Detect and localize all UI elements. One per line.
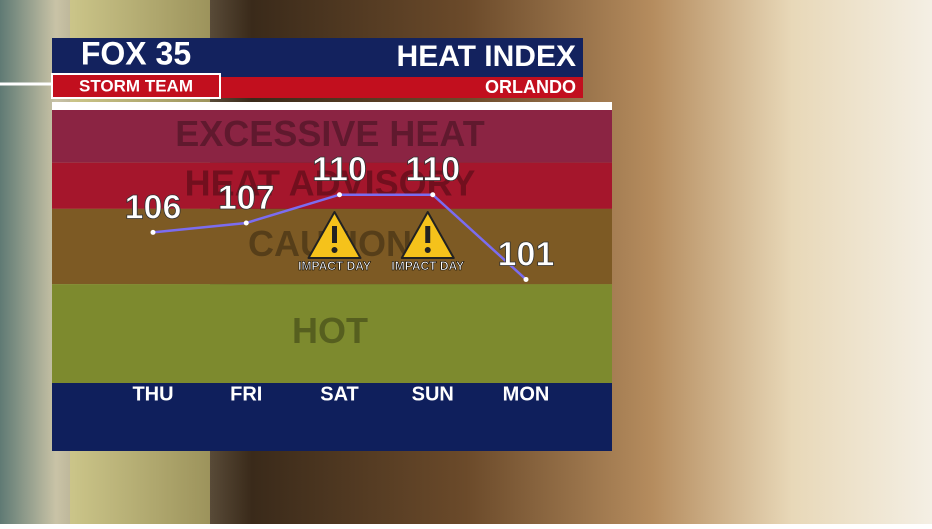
x-tick-label: THU — [132, 383, 173, 405]
divider — [52, 102, 612, 110]
band — [52, 162, 612, 209]
footer-panel — [52, 383, 612, 451]
band-label: EXCESSIVE HEAT — [175, 113, 484, 154]
point — [150, 229, 156, 235]
x-tick-label: MON — [503, 383, 550, 405]
annotation: IMPACT DAY — [391, 259, 464, 273]
point — [243, 220, 249, 226]
x-tick-label: SAT — [320, 383, 359, 405]
value-label: 107 — [218, 179, 275, 217]
warning-bang — [425, 226, 431, 243]
warning-dot — [331, 247, 338, 253]
logo: FOX 35 — [81, 35, 191, 71]
annotation: IMPACT DAY — [298, 259, 371, 273]
header-bar — [52, 38, 583, 78]
warning-bang — [332, 226, 337, 243]
location: ORLANDO — [485, 77, 576, 97]
title: HEAT INDEX — [397, 40, 576, 73]
x-tick-label: SUN — [412, 383, 454, 405]
point — [430, 192, 436, 198]
value-label: 110 — [312, 151, 367, 189]
band — [52, 284, 612, 383]
value-label: 106 — [125, 188, 182, 226]
band-label: HOT — [292, 310, 368, 351]
team: STORM TEAM — [79, 76, 193, 95]
point — [523, 276, 529, 282]
x-tick-label: FRI — [230, 383, 262, 405]
logo-box — [51, 73, 221, 99]
point — [337, 192, 342, 198]
value-label: 110 — [405, 151, 460, 189]
band — [52, 110, 612, 163]
value-label: 101 — [498, 235, 555, 273]
warning-dot — [424, 247, 431, 253]
